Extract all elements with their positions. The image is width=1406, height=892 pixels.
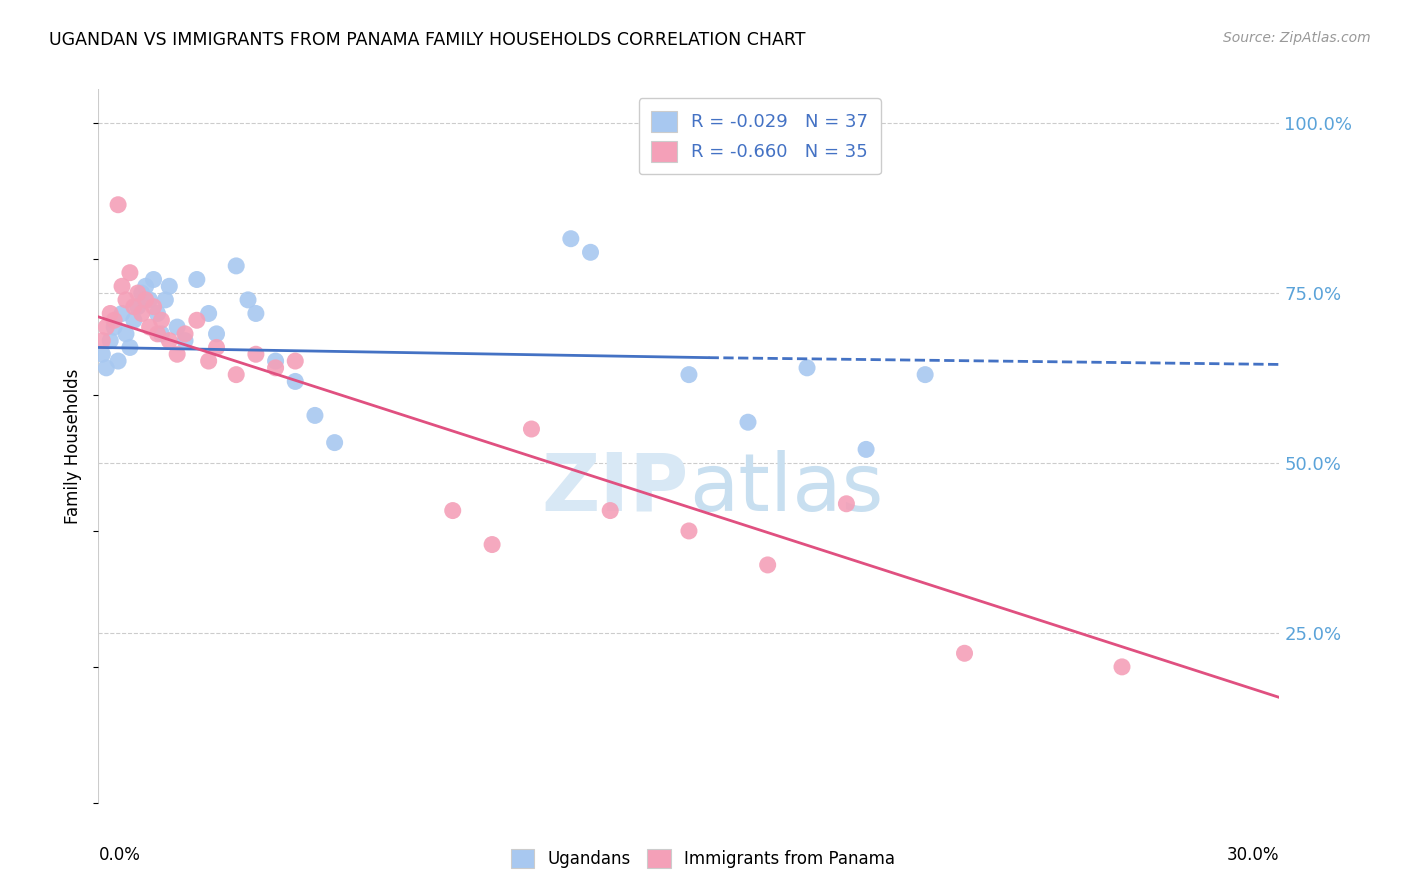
Point — [855, 442, 877, 457]
Point — [284, 375, 307, 389]
Point — [1111, 660, 1133, 674]
Legend: Ugandans, Immigrants from Panama: Ugandans, Immigrants from Panama — [505, 842, 901, 875]
Point — [91, 347, 114, 361]
Point — [205, 326, 228, 341]
Point — [174, 334, 197, 348]
Text: 30.0%: 30.0% — [1227, 846, 1279, 863]
Point — [150, 326, 173, 341]
Point — [127, 300, 149, 314]
Point — [127, 286, 149, 301]
Point — [142, 300, 165, 314]
Point — [678, 524, 700, 538]
Point — [146, 326, 169, 341]
Point — [142, 272, 165, 286]
Point — [197, 354, 219, 368]
Point — [225, 259, 247, 273]
Point — [236, 293, 259, 307]
Point — [304, 409, 326, 423]
Point — [264, 360, 287, 375]
Point — [186, 272, 208, 286]
Point — [166, 347, 188, 361]
Point — [155, 293, 177, 307]
Point — [174, 326, 197, 341]
Point — [98, 306, 121, 320]
Point — [150, 313, 173, 327]
Point — [115, 293, 138, 307]
Point — [835, 497, 858, 511]
Point — [481, 537, 503, 551]
Point — [131, 306, 153, 320]
Text: 0.0%: 0.0% — [98, 846, 141, 863]
Point — [103, 320, 125, 334]
Point — [111, 279, 134, 293]
Point — [122, 300, 145, 314]
Text: Source: ZipAtlas.com: Source: ZipAtlas.com — [1223, 31, 1371, 45]
Point — [953, 646, 976, 660]
Point — [135, 279, 157, 293]
Point — [737, 415, 759, 429]
Point — [157, 279, 180, 293]
Point — [914, 368, 936, 382]
Point — [98, 334, 121, 348]
Point — [122, 313, 145, 327]
Y-axis label: Family Households: Family Households — [65, 368, 83, 524]
Point — [245, 306, 267, 320]
Point — [756, 558, 779, 572]
Point — [96, 320, 118, 334]
Point — [245, 347, 267, 361]
Point — [96, 360, 118, 375]
Text: ZIP: ZIP — [541, 450, 689, 528]
Point — [138, 320, 160, 334]
Point — [157, 334, 180, 348]
Point — [166, 320, 188, 334]
Point — [560, 232, 582, 246]
Point — [186, 313, 208, 327]
Point — [197, 306, 219, 320]
Point — [678, 368, 700, 382]
Point — [107, 354, 129, 368]
Point — [135, 293, 157, 307]
Point — [146, 306, 169, 320]
Point — [118, 266, 141, 280]
Point — [264, 354, 287, 368]
Text: UGANDAN VS IMMIGRANTS FROM PANAMA FAMILY HOUSEHOLDS CORRELATION CHART: UGANDAN VS IMMIGRANTS FROM PANAMA FAMILY… — [49, 31, 806, 49]
Legend: R = -0.029   N = 37, R = -0.660   N = 35: R = -0.029 N = 37, R = -0.660 N = 35 — [638, 98, 880, 174]
Point — [599, 503, 621, 517]
Point — [520, 422, 543, 436]
Point — [131, 286, 153, 301]
Point — [103, 313, 125, 327]
Point — [205, 341, 228, 355]
Point — [118, 341, 141, 355]
Point — [91, 334, 114, 348]
Point — [225, 368, 247, 382]
Text: atlas: atlas — [689, 450, 883, 528]
Point — [115, 326, 138, 341]
Point — [441, 503, 464, 517]
Point — [796, 360, 818, 375]
Point — [107, 198, 129, 212]
Point — [579, 245, 602, 260]
Point — [138, 293, 160, 307]
Point — [111, 306, 134, 320]
Point — [284, 354, 307, 368]
Point — [323, 435, 346, 450]
